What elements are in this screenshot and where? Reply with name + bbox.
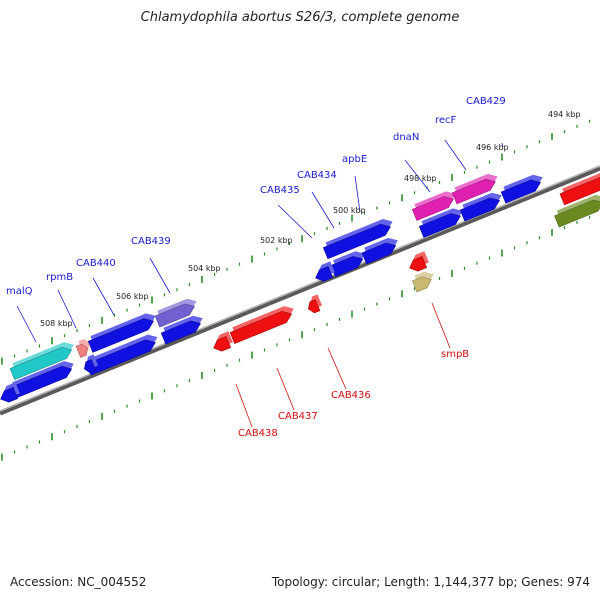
leader-line bbox=[16, 305, 37, 343]
ruler-label: 502 kbp bbox=[260, 236, 293, 245]
ruler-label: 508 kbp bbox=[40, 319, 73, 328]
gene-arrow-cab429[interactable] bbox=[500, 172, 547, 204]
leader-line bbox=[431, 302, 451, 349]
gene-arrow-recf[interactable] bbox=[451, 171, 501, 205]
gene-arrow-edge-red[interactable] bbox=[558, 166, 600, 206]
gene-arrow-cab439[interactable] bbox=[154, 296, 201, 328]
gene-label[interactable]: rpmB bbox=[46, 272, 73, 283]
ruler-label: 504 kbp bbox=[188, 264, 221, 273]
leader-line bbox=[277, 204, 313, 239]
gene-label[interactable]: CAB435 bbox=[260, 185, 300, 196]
map-title: Chlamydophila abortus S26/3, complete ge… bbox=[140, 10, 460, 25]
leader-line bbox=[276, 367, 295, 411]
gene-arrow-inner-3[interactable] bbox=[418, 205, 467, 238]
gene-arrow-cab440[interactable] bbox=[87, 310, 160, 353]
ruler-label: 496 kbp bbox=[476, 143, 509, 152]
leader-line bbox=[149, 257, 171, 294]
gene-arrow-malq[interactable] bbox=[9, 339, 78, 381]
gene-label[interactable]: CAB437 bbox=[278, 411, 318, 422]
gene-arrow-rpmb[interactable] bbox=[75, 337, 94, 358]
gene-label[interactable]: CAB434 bbox=[297, 170, 337, 181]
gene-arrow-smpb-red[interactable] bbox=[406, 251, 431, 273]
leader-line bbox=[57, 289, 77, 329]
accession-text: Accession: NC_004552 bbox=[10, 575, 147, 589]
gene-label[interactable]: apbE bbox=[342, 154, 367, 165]
gene-arrow-cab437[interactable] bbox=[229, 303, 298, 345]
leader-line bbox=[92, 277, 115, 316]
genome-backbone bbox=[0, 165, 600, 416]
gene-arrow-cab436[interactable] bbox=[305, 294, 324, 314]
gene-arrow-cab438[interactable] bbox=[210, 331, 235, 353]
leader-line bbox=[311, 191, 335, 229]
gene-arrow-smpb[interactable] bbox=[411, 269, 437, 293]
gene-label[interactable]: malQ bbox=[6, 286, 33, 297]
leader-line bbox=[327, 347, 347, 390]
gene-arrow-inner-4[interactable] bbox=[459, 190, 506, 222]
leader-line bbox=[501, 142, 504, 148]
ruler-label: 500 kbp bbox=[333, 206, 366, 215]
gene-label[interactable]: smpB bbox=[441, 349, 469, 360]
leader-line bbox=[354, 175, 361, 213]
gene-arrow-inner-2[interactable] bbox=[360, 235, 401, 265]
ruler-label: 494 kbp bbox=[548, 110, 581, 119]
leader-line bbox=[235, 383, 253, 428]
gene-arrow-cab434[interactable] bbox=[322, 216, 397, 260]
gene-arrow-small[interactable] bbox=[81, 354, 100, 374]
gene-label[interactable]: dnaN bbox=[393, 132, 419, 143]
gene-label[interactable]: CAB438 bbox=[238, 428, 278, 439]
gene-arrow-edge-olive[interactable] bbox=[553, 192, 600, 228]
gene-arrow-inner-1[interactable] bbox=[329, 248, 368, 277]
gene-arrow-dnan[interactable] bbox=[411, 188, 460, 221]
leader-line bbox=[404, 159, 431, 193]
gene-arrow-left-edge[interactable] bbox=[0, 382, 21, 404]
gene-arrow-left-1[interactable] bbox=[312, 261, 337, 283]
backbone-highlight bbox=[0, 165, 600, 412]
leader-line bbox=[444, 139, 467, 171]
gene-label[interactable]: CAB429 bbox=[466, 96, 506, 107]
gene-arrow-inner-cab440[interactable] bbox=[85, 332, 161, 376]
gene-arrow-inner-cab439[interactable] bbox=[160, 313, 207, 345]
gene-label[interactable]: recF bbox=[435, 115, 457, 126]
gene-label[interactable]: CAB440 bbox=[76, 258, 116, 269]
ruler-label: 506 kbp bbox=[116, 292, 149, 301]
gene-label[interactable]: CAB439 bbox=[131, 236, 171, 247]
ruler-label: 498 kbp bbox=[404, 174, 437, 183]
gene-label[interactable]: CAB436 bbox=[331, 390, 371, 401]
genome-summary-text: Topology: circular; Length: 1,144,377 bp… bbox=[271, 575, 590, 589]
